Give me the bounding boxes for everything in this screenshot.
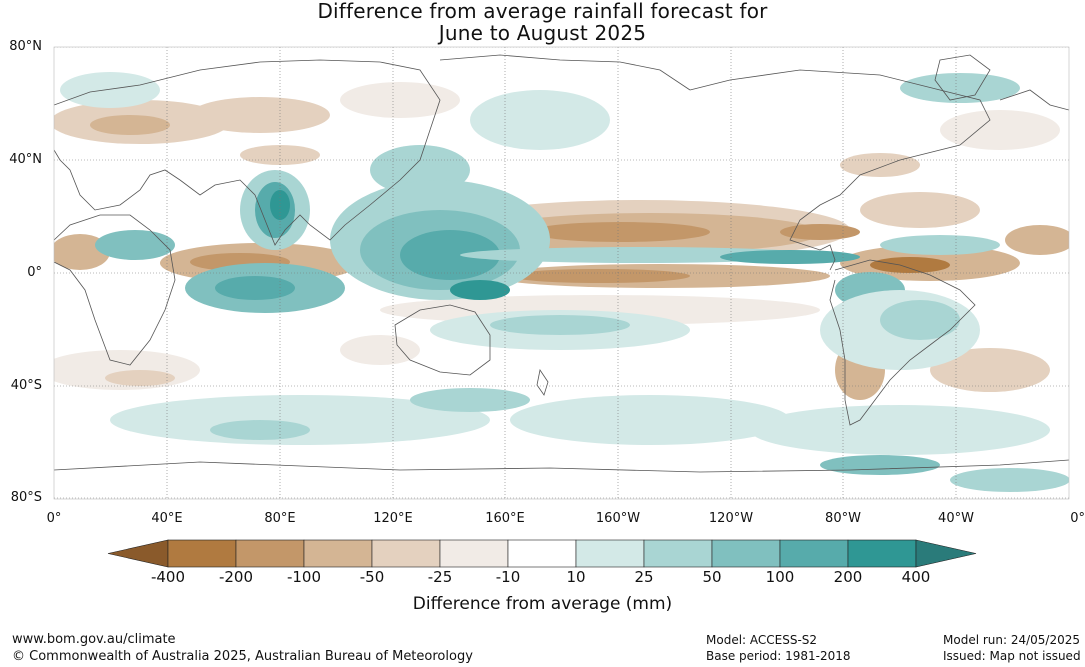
- lat-label-40s: 40°S: [10, 378, 42, 393]
- lon-label-0-right: 0°: [1070, 511, 1085, 526]
- lon-label-120w: 120°W: [708, 511, 754, 526]
- lon-label-80w: 80°W: [825, 511, 861, 526]
- colorbar-tick-label: 400: [901, 568, 931, 586]
- colorbar-bin: [643, 539, 713, 568]
- colorbar-bin: [371, 539, 441, 568]
- colorbar-bin: [711, 539, 781, 568]
- lat-label-80n: 80°N: [9, 39, 42, 54]
- colorbar-bin: [779, 539, 849, 568]
- map-plot-area: [54, 47, 1069, 499]
- website-link[interactable]: www.bom.gov.au/climate: [12, 632, 176, 647]
- colorbar-tick-label: -50: [359, 568, 385, 586]
- colorbar-tick-label: -400: [150, 568, 186, 586]
- base-period: Base period: 1981-2018: [706, 649, 851, 663]
- lon-label-40e: 40°E: [151, 511, 183, 526]
- footer-run-info: Model run: 24/05/2025 Issued: Map not is…: [943, 632, 1081, 664]
- copyright-text: © Commonwealth of Australia 2025, Austra…: [12, 649, 473, 664]
- colorbar-extend-max: [915, 539, 977, 568]
- gridlines: [54, 47, 1069, 499]
- colorbar-tick-label: 50: [702, 568, 722, 586]
- lon-label-0-left: 0°: [46, 511, 62, 526]
- colorbar-tick-label: 100: [765, 568, 795, 586]
- model-run-date: Model run: 24/05/2025: [943, 633, 1081, 647]
- coastlines: [54, 54, 1069, 473]
- lon-label-120e: 120°E: [373, 511, 413, 526]
- model-name: Model: ACCESS-S2: [706, 633, 818, 647]
- footer-model-info: Model: ACCESS-S2 Base period: 1981-2018: [706, 632, 851, 664]
- lat-label-40n: 40°N: [9, 152, 42, 167]
- lon-label-160e: 160°E: [485, 511, 525, 526]
- wet-anomaly-regions: [60, 72, 1069, 492]
- lon-label-40w: 40°W: [938, 511, 974, 526]
- lon-label-160w: 160°W: [595, 511, 641, 526]
- colorbar-tick-label: -10: [495, 568, 521, 586]
- colorbar-bin: [575, 539, 645, 568]
- colorbar-title: Difference from average (mm): [412, 594, 673, 614]
- colorbar-bin: [847, 539, 917, 568]
- map-title-line2: June to August 2025: [438, 21, 647, 45]
- colorbar-tick-label: -25: [427, 568, 453, 586]
- lat-label-80s: 80°S: [10, 490, 42, 505]
- colorbar-bin: [167, 539, 237, 568]
- colorbar-tick-label: 10: [566, 568, 586, 586]
- map-title-line1: Difference from average rainfall forecas…: [317, 0, 768, 23]
- colorbar-tick-label: 25: [634, 568, 654, 586]
- colorbar-bin: [439, 539, 509, 568]
- colorbar-tick-label: -100: [286, 568, 322, 586]
- footer-left: www.bom.gov.au/climate © Commonwealth of…: [12, 631, 473, 665]
- colorbar-bin: [303, 539, 373, 568]
- colorbar-extend-min: [107, 539, 169, 568]
- colorbar-tick-label: 200: [833, 568, 863, 586]
- colorbar-tick-label: -200: [218, 568, 254, 586]
- map-frame: [53, 46, 1070, 500]
- issued-status: Issued: Map not issued: [943, 649, 1081, 663]
- lat-label-equator: 0°: [27, 265, 42, 280]
- colorbar-bin: [235, 539, 305, 568]
- lon-label-80e: 80°E: [264, 511, 296, 526]
- colorbar-bin: [507, 539, 577, 568]
